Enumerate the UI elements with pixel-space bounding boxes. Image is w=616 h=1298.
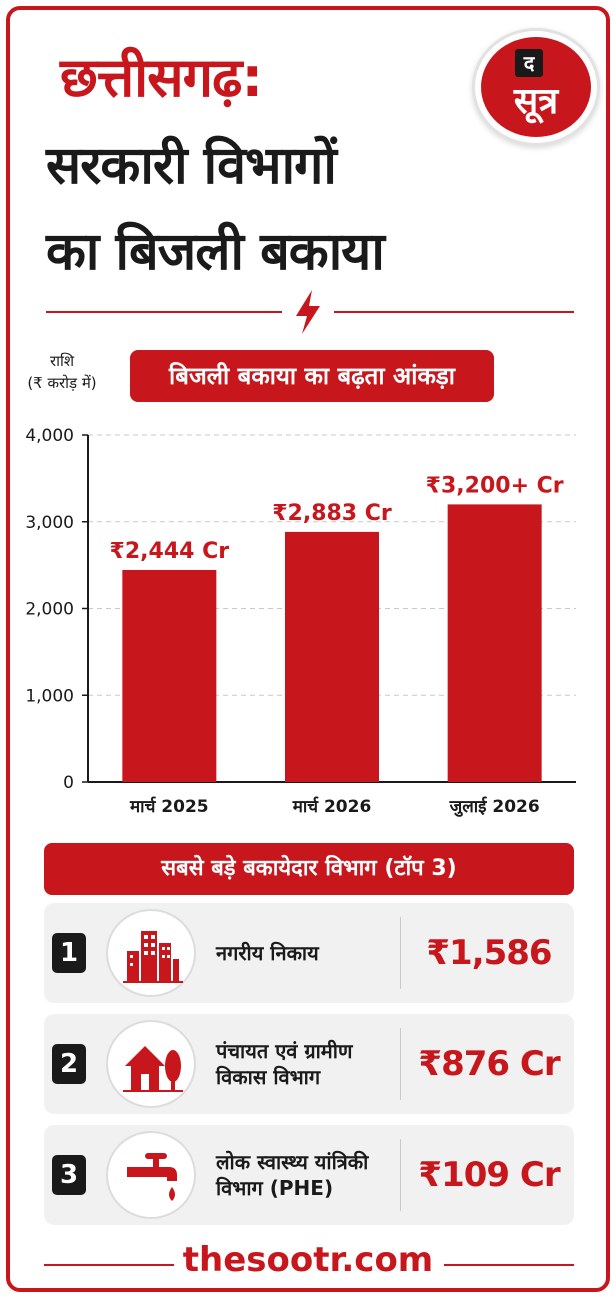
icon-circle: [106, 1131, 196, 1219]
bar: [285, 531, 379, 782]
city-buildings-icon: [123, 931, 183, 983]
bar-value-label: ₹3,200+ Cr: [426, 473, 564, 498]
title-state: छत्तीसगढ़:: [60, 46, 263, 109]
department-name: नगरीय निकाय: [216, 941, 319, 965]
y-axis-title: राशि (₹ करोड़ में): [12, 350, 112, 394]
rank-badge: 2: [52, 1044, 86, 1084]
department-amount: ₹109 Cr: [418, 1155, 560, 1195]
title-line-3: का बिजली बकाया: [46, 222, 385, 282]
y-axis-title-line1: राशि: [49, 352, 75, 370]
bar-chart: 0 1,000 2,000 3,000 4,000 ₹2,444 Cr मार्च 2025…: [25, 426, 576, 817]
logo-badge: द सूत्र: [481, 37, 591, 137]
x-category-label: मार्च 2025: [129, 796, 209, 817]
icon-circle: [106, 1020, 196, 1108]
row-divider: [400, 1139, 401, 1211]
y-tick-label: 3,000: [25, 513, 74, 533]
department-amount: ₹1,586 Cr: [426, 933, 552, 1073]
rank-badge: 1: [52, 933, 86, 973]
row-divider: [400, 917, 401, 989]
chart-title: बिजली बकाया का बढ़ता आंकड़ा: [130, 350, 494, 402]
y-tick-label: 0: [63, 773, 74, 793]
logo-da-mark: द: [515, 49, 543, 77]
x-category-label: जुलाई 2026: [449, 796, 540, 817]
department-row-1: 1 नगरीय निकाय ₹1,586 Cr: [44, 903, 574, 1073]
title-line-2: सरकारी विभागों: [46, 136, 337, 196]
y-axis-title-line2: (₹ करोड़ में): [27, 374, 97, 392]
department-name: लोक स्वास्थ्य यांत्रिकी विभाग (PHE): [216, 1150, 369, 1200]
divider-left: [46, 311, 282, 313]
top-departments-heading: सबसे बड़े बकायेदार विभाग (टॉप 3): [44, 843, 574, 895]
y-tick-label: 1,000: [25, 686, 74, 706]
footer-line-left: [44, 1264, 174, 1266]
y-tick-label: 4,000: [25, 426, 74, 446]
department-amount: ₹876 Cr: [418, 1044, 560, 1084]
department-row-3: 3 लोक स्वास्थ्य यांत्रिकी विभाग (PHE) ₹1…: [44, 1125, 574, 1225]
footer-site: thesootr.com: [182, 1240, 434, 1280]
y-tick-label: 2,000: [25, 600, 74, 620]
house-tree-icon: [123, 1046, 183, 1092]
divider-right: [334, 311, 574, 313]
bar-value-label: ₹2,883 Cr: [272, 501, 392, 526]
footer-line-right: [444, 1264, 574, 1266]
x-category-label: मार्च 2026: [292, 796, 372, 817]
department-row-2: 2 पंचायत एवं ग्रामीण विकास विभाग ₹876 Cr: [44, 1014, 574, 1114]
bar: [447, 504, 542, 782]
water-tap-icon: [127, 1153, 177, 1201]
rank-badge: 3: [52, 1155, 86, 1195]
icon-circle: [106, 909, 196, 997]
the-sootr-logo: द सूत्र: [472, 28, 600, 146]
row-divider: [400, 1028, 401, 1100]
department-name: पंचायत एवं ग्रामीण विकास विभाग: [216, 1039, 353, 1089]
lightning-bolt-icon: [296, 290, 320, 334]
bar-value-label: ₹2,444 Cr: [110, 539, 230, 564]
logo-wordmark: सूत्र: [513, 81, 559, 122]
bar: [122, 569, 217, 782]
